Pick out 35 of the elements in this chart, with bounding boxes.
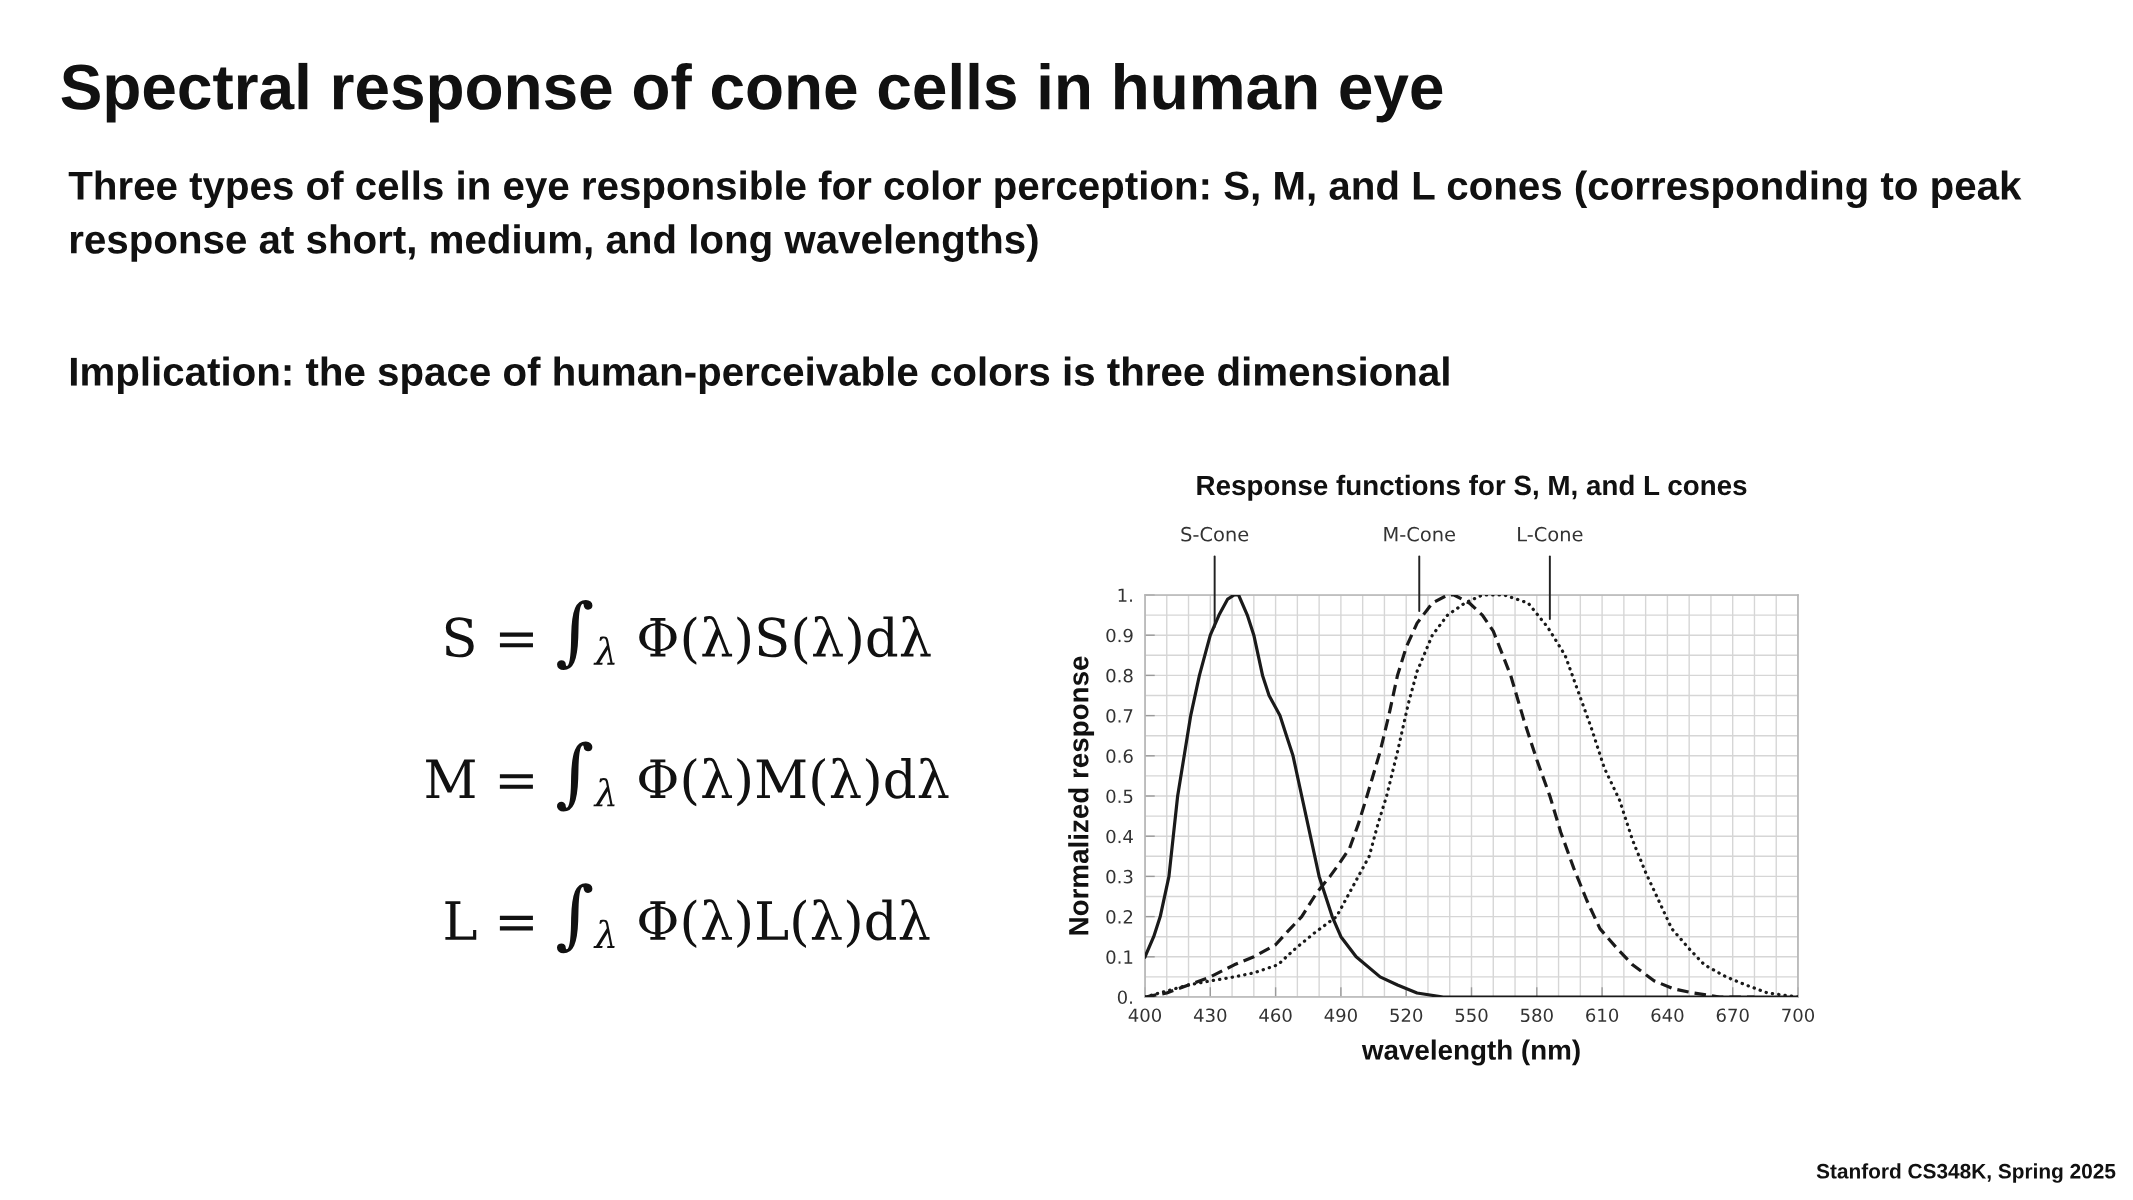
y-tick-label: 0.2 [1106, 910, 1133, 924]
annotation: S-Cone [1181, 526, 1249, 542]
y-tick-label: 0.9 [1106, 628, 1133, 643]
annotation: M-Cone [1384, 526, 1455, 542]
y-tick-label: 0.8 [1106, 668, 1133, 683]
y-tick-label: 1. [1118, 588, 1132, 602]
y-tick-label: 0.5 [1106, 789, 1133, 804]
text: Spectral response of cone cells in human eye [61, 62, 1443, 123]
text: Stanford CS348K, Spring 2025 [1816, 1163, 2116, 1183]
y-tick-label: 0.6 [1106, 749, 1133, 763]
text: M = ∫$_{λ}$ Φ(λ)M(λ)dλ [426, 741, 949, 812]
text: S = ∫$_{λ}$ Φ(λ)S(λ)dλ [445, 600, 931, 671]
x-axis-title: wavelength (nm) [1361, 1039, 1580, 1066]
x-tick-label: 460 [1259, 1008, 1292, 1023]
x-tick-label: 520 [1390, 1008, 1423, 1023]
x-tick-label: 610 [1586, 1008, 1619, 1023]
x-tick-label: 490 [1324, 1008, 1357, 1023]
text: Implication: the space of human-perceivable colors is three dimensional [70, 356, 1449, 394]
x-tick-label: 430 [1193, 1008, 1227, 1023]
x-tick-label: 400 [1128, 1008, 1162, 1023]
y-tick-label: 0.1 [1106, 950, 1133, 964]
x-tick-label: 550 [1455, 1008, 1488, 1023]
y-tick-label: 0.7 [1106, 709, 1133, 723]
text: L = ∫$_{λ}$ Φ(λ)L(λ)dλ [445, 883, 930, 954]
chart-title: Response functions for S, M, and L cones [1197, 474, 1747, 501]
y-axis-title: Normalized response [1068, 656, 1095, 935]
text: Three types of cells in eye responsible for color perception: S, M, and L cones (corresponding to peak response at short, medium, and long wavelengths) [68, 170, 2022, 262]
x-tick-label: 700 [1782, 1008, 1815, 1023]
y-tick-label: 0.3 [1106, 869, 1133, 884]
x-tick-label: 580 [1520, 1008, 1553, 1023]
x-tick-label: 670 [1716, 1008, 1749, 1023]
x-tick-label: 640 [1651, 1008, 1684, 1023]
y-tick-label: 0. [1117, 990, 1132, 1005]
annotation: L-Cone [1518, 526, 1583, 542]
y-tick-label: 0.4 [1106, 829, 1133, 844]
